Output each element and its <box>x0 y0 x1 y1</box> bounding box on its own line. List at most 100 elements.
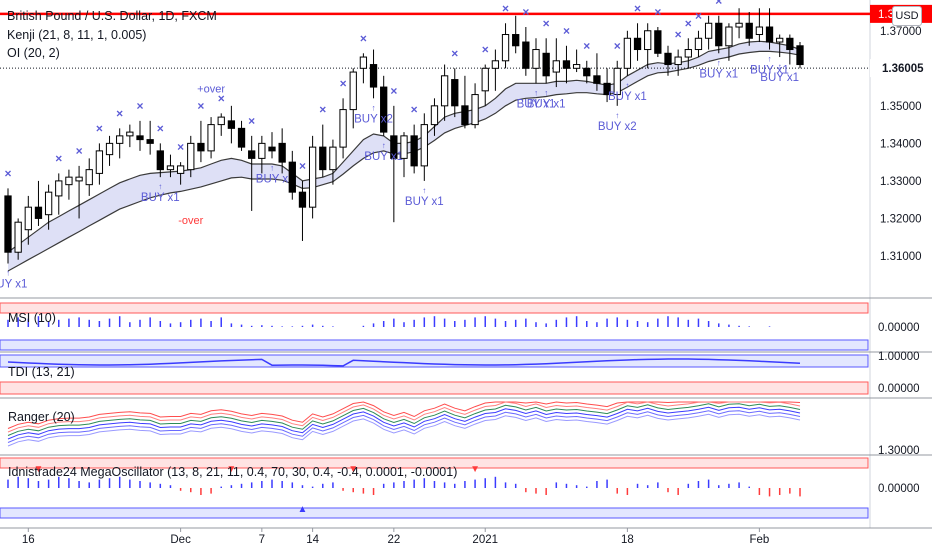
candle-body <box>573 65 579 69</box>
candle-body <box>117 136 123 144</box>
price-axis-label: 1.37000 <box>880 26 922 38</box>
indicator-oi-label[interactable]: OI (20, 2) <box>7 46 60 60</box>
candle-body <box>66 177 72 185</box>
candle-body <box>421 125 427 166</box>
candle-body <box>533 50 539 69</box>
buy-signal-arrow: ↑ <box>372 103 376 112</box>
candle-body <box>787 38 793 49</box>
buy-signal-label: BUY x1 <box>527 98 566 110</box>
time-axis-label: 22 <box>387 534 400 546</box>
candle-body <box>462 106 468 125</box>
buy-signal-arrow: ↑ <box>615 111 619 120</box>
candle-body <box>76 177 82 181</box>
msi-upper-zone <box>0 303 868 313</box>
buy-signal-arrow: ↑ <box>422 186 426 195</box>
candle-body <box>157 151 163 170</box>
candle-body <box>746 23 752 38</box>
sell-signal-cross: × <box>614 39 621 53</box>
buy-signal-arrow: ↑ <box>158 182 162 191</box>
candle-body <box>685 50 691 58</box>
buy-signal-label: BUY x1 <box>141 192 180 204</box>
price-axis-label: 1.34000 <box>880 138 922 150</box>
sell-signal-cross: × <box>502 1 509 15</box>
mega-axis-value: 0.00000 <box>878 483 920 495</box>
time-axis-label: Dec <box>170 534 191 546</box>
candle-body <box>218 117 224 125</box>
candle-body <box>472 95 478 125</box>
candle-body <box>309 147 315 207</box>
candle-body <box>299 192 305 207</box>
candle-body <box>370 65 376 88</box>
buy-signal-arrow: ↑ <box>6 268 10 277</box>
sell-signal-cross: × <box>360 31 367 45</box>
buy-signal-arrow: ↑ <box>768 55 772 64</box>
candle-body <box>594 76 600 84</box>
sell-signal-cross: × <box>675 28 682 42</box>
candle-body <box>695 38 701 49</box>
candle-body <box>289 162 295 192</box>
sell-signal-cross: × <box>451 46 458 60</box>
sell-signal-cross: × <box>543 16 550 30</box>
candle-body <box>35 207 41 218</box>
candle-body <box>86 170 92 185</box>
buy-signal-label: BUY x1 <box>608 91 647 103</box>
mega-lower-zone <box>0 508 868 518</box>
buy-signal-arrow: ↑ <box>625 81 629 90</box>
ranger-pane-label[interactable]: Ranger (20) <box>8 410 75 424</box>
candle-body <box>5 196 11 252</box>
candle-body <box>756 27 762 35</box>
time-axis-label: 7 <box>259 534 265 546</box>
time-axis-label: Feb <box>749 534 769 546</box>
buy-signal-label: BUY x2 <box>354 113 393 125</box>
candle-body <box>624 38 630 68</box>
candle-body <box>56 181 62 196</box>
sell-signal-cross: × <box>96 121 103 135</box>
sell-signal-cross: × <box>695 9 702 23</box>
time-axis-label: 2021 <box>472 534 498 546</box>
minus-over-label: -over <box>178 215 203 227</box>
sell-signal-cross: × <box>55 151 62 165</box>
msi-pane-label[interactable]: MSI (10) <box>8 311 56 325</box>
buy-signal-arrow: ↑ <box>382 141 386 150</box>
sell-signal-cross: × <box>482 43 489 57</box>
candle-body <box>766 27 772 42</box>
symbol-title[interactable]: British Pound / U.S. Dollar, 1D, FXCM <box>7 9 217 23</box>
candle-body <box>492 61 498 69</box>
candle-body <box>655 31 661 54</box>
sell-signal-cross: × <box>411 103 418 117</box>
buy-signal-label: BUY x1 <box>405 196 444 208</box>
candle-body <box>634 38 640 49</box>
time-axis-label: 14 <box>306 534 319 546</box>
sell-signal-cross: × <box>746 0 753 4</box>
buy-signal-arrow: ↑ <box>270 163 274 172</box>
current-price-label: 1.36005 <box>882 63 924 75</box>
price-axis-label: 1.33000 <box>880 176 922 188</box>
candle-body <box>269 147 275 151</box>
candle-body <box>147 140 153 144</box>
candle-body <box>665 53 671 64</box>
buy-signal-label: BUY x1 <box>760 72 799 84</box>
candle-body <box>431 106 437 125</box>
candle-body <box>716 23 722 46</box>
candle-body <box>177 166 183 174</box>
mega-down-marker: ▼ <box>470 464 480 475</box>
tdi-pane-label[interactable]: TDI (13, 21) <box>8 365 75 379</box>
buy-signal-label: BUY x1 <box>699 68 738 80</box>
indicator-kenji-label[interactable]: Kenji (21, 8, 11, 1, 0.005) <box>7 28 146 42</box>
candle-body <box>188 143 194 169</box>
candle-body <box>45 192 51 215</box>
candle-body <box>584 68 590 76</box>
candle-body <box>279 143 285 162</box>
currency-button[interactable]: USD <box>892 6 922 26</box>
candle-body <box>513 35 519 46</box>
sell-signal-cross: × <box>563 24 570 38</box>
tdi-axis-value-top: 1.00000 <box>878 351 920 363</box>
candle-body <box>15 222 21 252</box>
buy-signal-label: BUY x1 <box>364 151 403 163</box>
candle-body <box>705 23 711 38</box>
mega-oscillator-pane-label[interactable]: Idnistrade24 MegaOscillator (13, 8, 21, … <box>8 465 457 479</box>
candle-body <box>340 110 346 148</box>
mega-up-marker: ▲ <box>298 504 308 515</box>
candle-body <box>411 136 417 166</box>
